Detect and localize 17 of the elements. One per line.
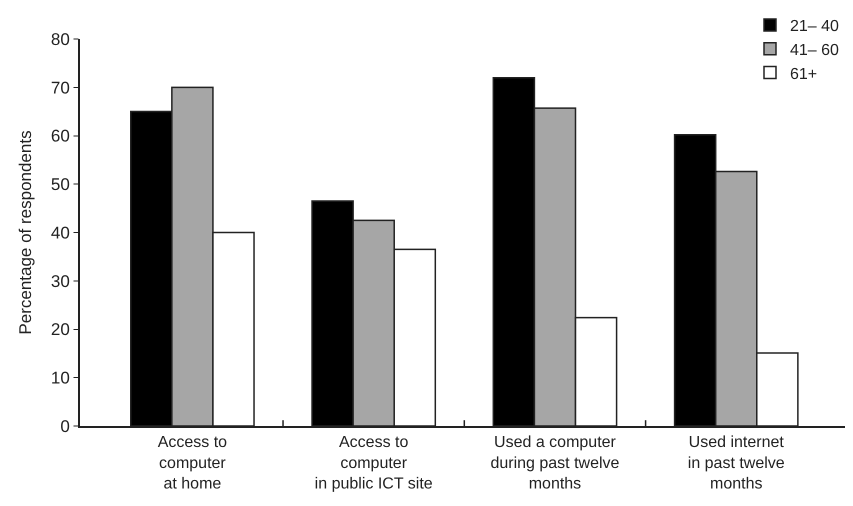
y-tick-label: 0	[60, 416, 70, 436]
x-tick-label: Used a computer during past twelve months	[490, 434, 620, 493]
y-tick-label: 20	[50, 320, 70, 340]
legend-label: 61+	[790, 66, 818, 83]
x-tick-label: Access to computer in public ICT site	[314, 434, 433, 493]
y-tick-label: 70	[50, 78, 70, 98]
legend-label: 41– 60	[790, 42, 840, 59]
y-tick-label: 80	[50, 30, 70, 49]
y-tick-label: 50	[50, 175, 70, 194]
y-tick-label: 40	[50, 223, 70, 242]
x-tick-label: Access to computer at home	[158, 434, 228, 493]
legend-label: 21– 40	[790, 18, 840, 36]
y-tick-label: 60	[50, 126, 70, 146]
y-tick-label: 30	[50, 272, 70, 291]
y-tick-label: 10	[50, 368, 70, 388]
y-axis-title: Percentage of respondents	[16, 130, 35, 335]
x-tick-label: Used internet in past twelve months	[688, 434, 785, 493]
